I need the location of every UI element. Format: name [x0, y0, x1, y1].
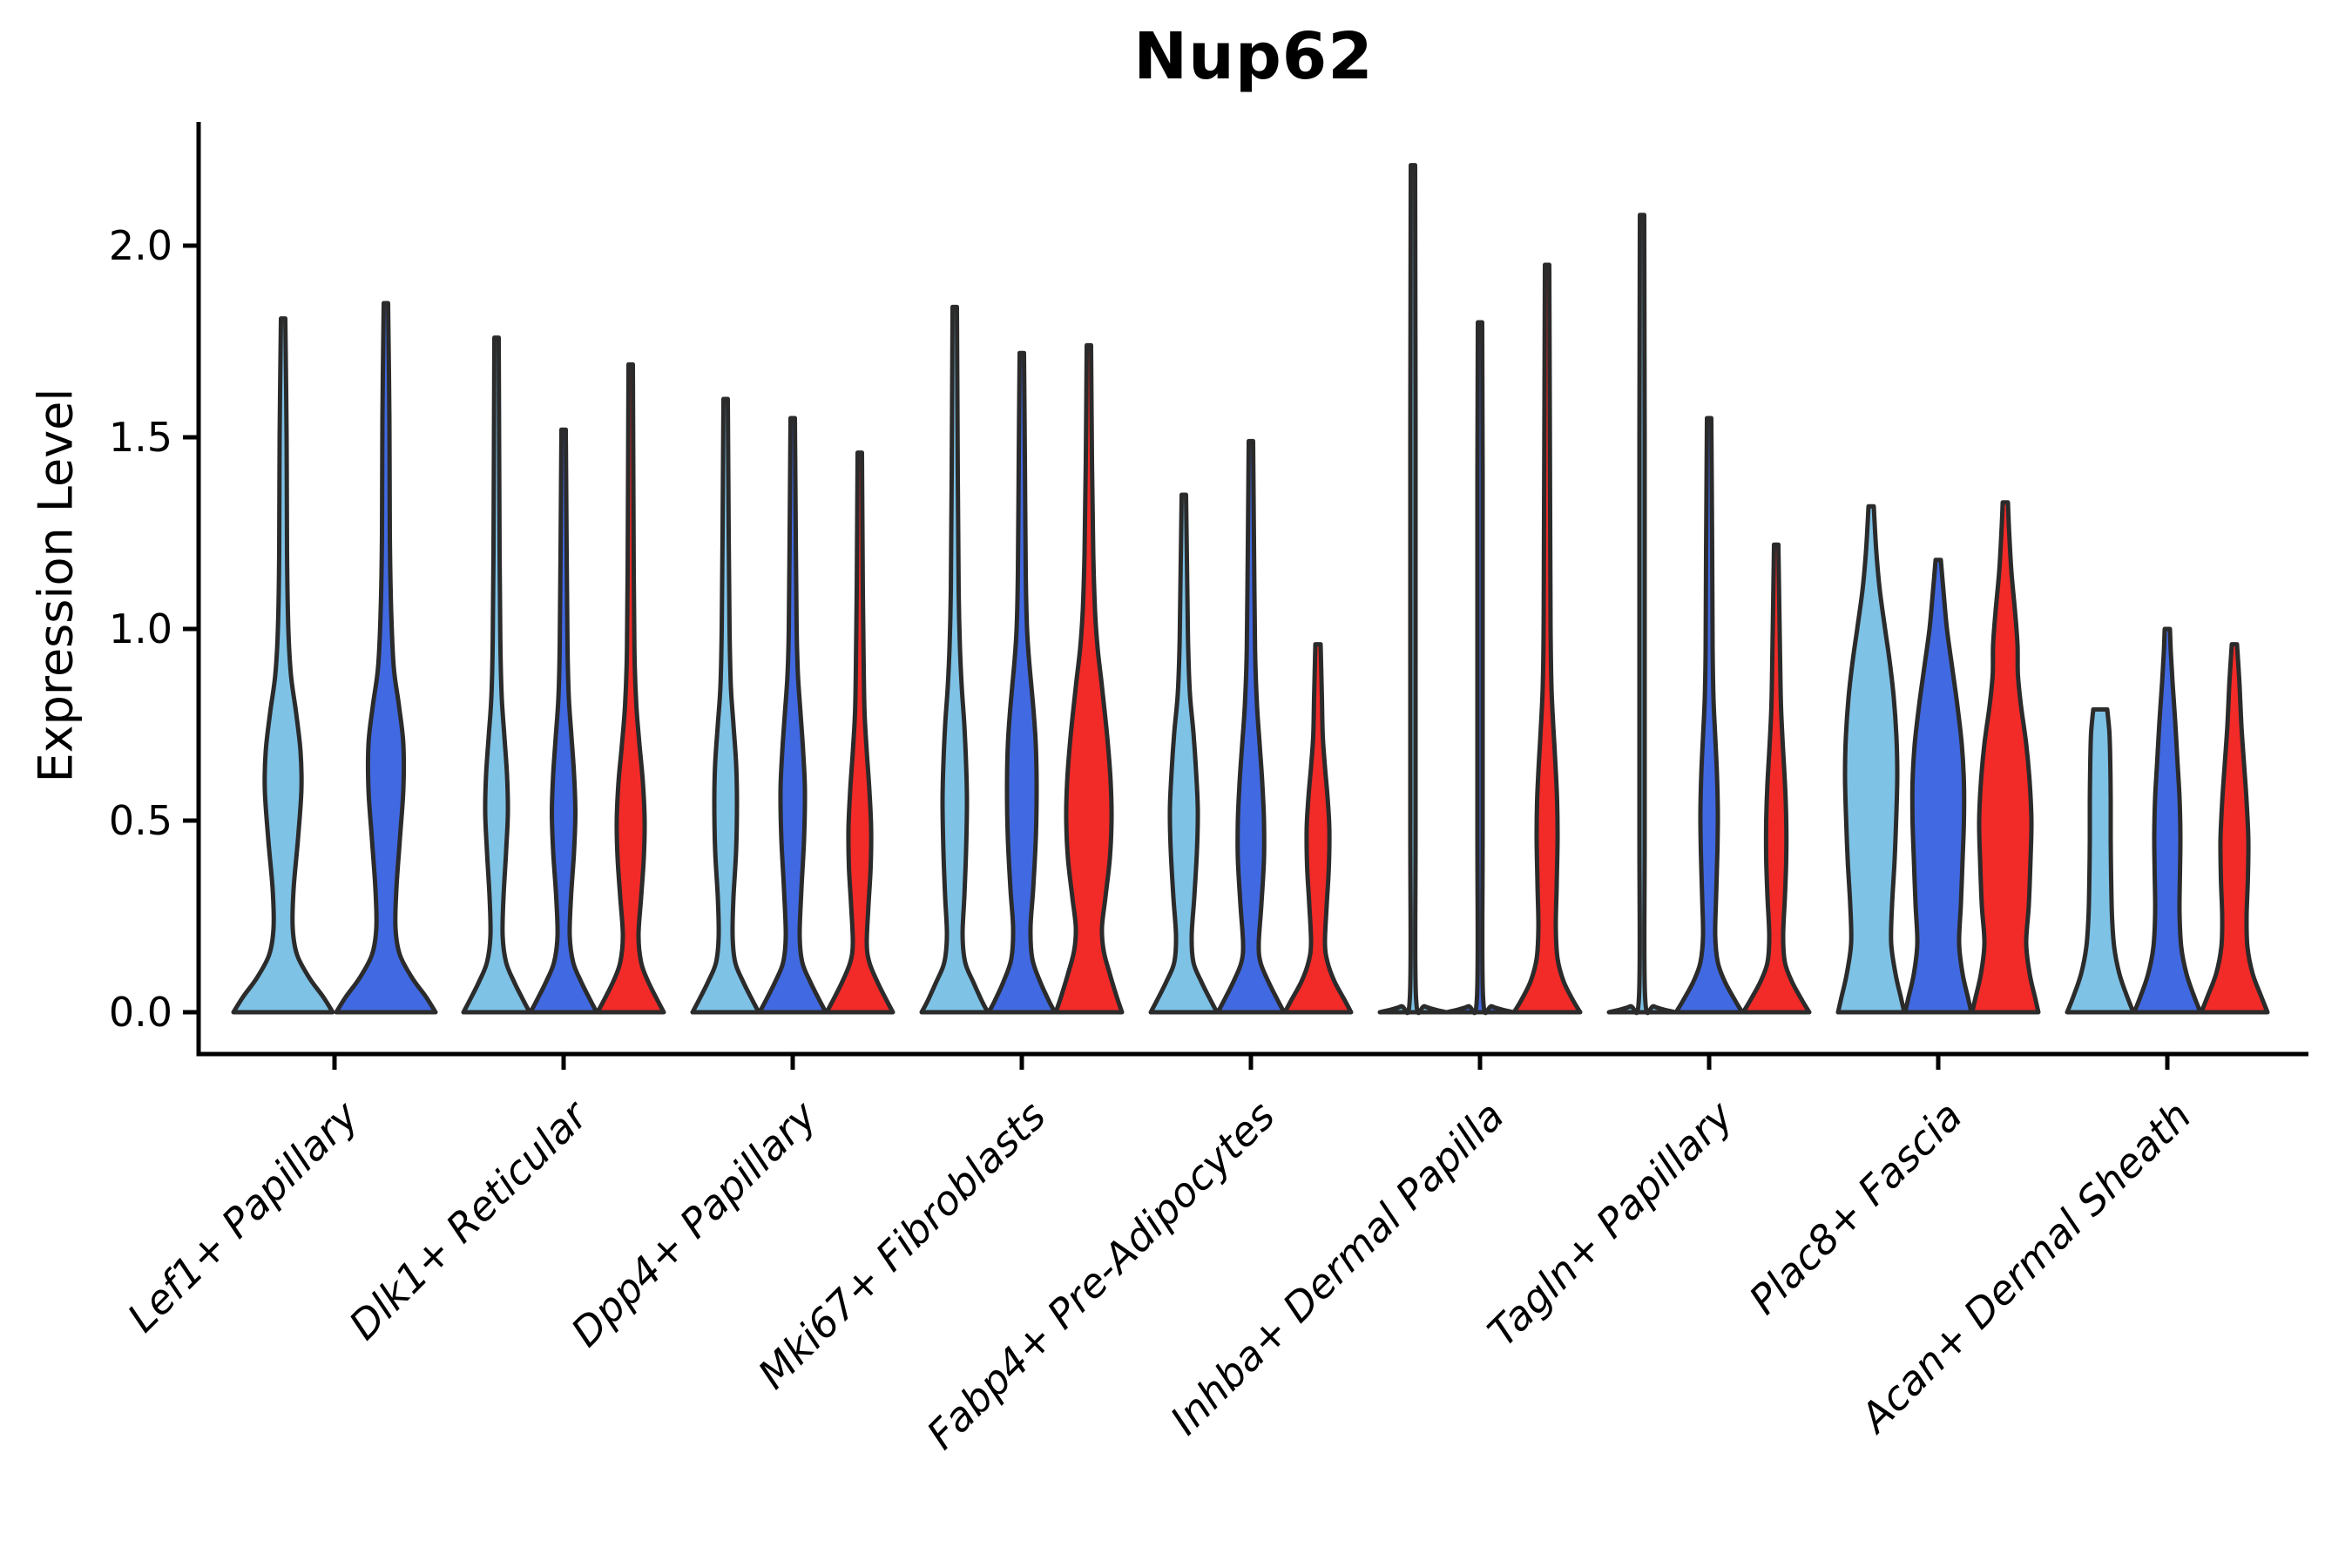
violin	[1740, 542, 1812, 1015]
violin	[2132, 626, 2203, 1015]
x-category-label: Dpp4+ Papillary	[562, 1092, 826, 1355]
violin	[1377, 163, 1449, 1016]
violin	[1511, 262, 1583, 1015]
violin	[1444, 320, 1516, 1016]
violin	[824, 450, 896, 1015]
x-category-label: Tagln+ Papillary	[1478, 1092, 1742, 1355]
violin	[1970, 500, 2041, 1015]
violin	[1053, 342, 1125, 1015]
y-tick-label: 2.0	[109, 222, 172, 269]
violin	[528, 427, 599, 1015]
x-category-label: Dlk1+ Reticular	[340, 1090, 598, 1348]
chart-title: Nup62	[1133, 19, 1374, 94]
violin	[1282, 642, 1354, 1015]
violin	[757, 416, 828, 1015]
x-category-label: Lef1+ Papillary	[118, 1092, 368, 1341]
y-tick-label: 1.5	[109, 414, 172, 461]
violin	[919, 304, 990, 1015]
violin	[1673, 416, 1745, 1015]
violin	[986, 350, 1058, 1015]
violin	[2199, 642, 2270, 1015]
violin	[1903, 558, 1974, 1015]
violin	[461, 335, 532, 1015]
y-tick-label: 0.5	[109, 797, 172, 844]
violin	[595, 362, 666, 1015]
y-tick-label: 0.0	[109, 989, 172, 1036]
x-category-label: Plac8+ Fascia	[1740, 1092, 1970, 1323]
violin	[1606, 213, 1678, 1016]
violin	[231, 316, 335, 1015]
y-tick-label: 1.0	[109, 605, 172, 652]
violin	[1148, 492, 1220, 1015]
violin	[334, 301, 438, 1015]
violin	[690, 396, 761, 1015]
violin	[1215, 438, 1287, 1015]
violin	[2065, 706, 2136, 1015]
violin	[1835, 504, 1907, 1015]
